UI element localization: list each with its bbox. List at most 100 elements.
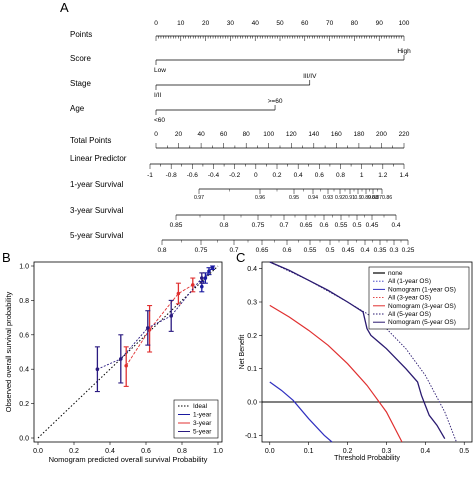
points-tick-label: 40 — [252, 20, 260, 27]
y-tick-label: 0.0 — [19, 436, 29, 443]
survival-tick-label: 0.6 — [282, 247, 291, 254]
survival-tick-label: 0.89 — [361, 195, 371, 201]
row-label-survival-8: 5-year Survival — [70, 231, 124, 240]
y-tick-label: 0.1 — [247, 366, 257, 373]
total-points-tick-label: 140 — [308, 131, 319, 138]
linear-predictor-tick-label: 0 — [254, 172, 258, 179]
points-tick-label: 90 — [376, 20, 384, 27]
points-tick-label: 30 — [227, 20, 235, 27]
linear-predictor-tick-label: 0.8 — [336, 172, 345, 179]
linear-predictor-tick-label: -0.4 — [208, 172, 220, 179]
survival-tick-label: 0.6 — [319, 222, 328, 229]
legend-label: All (3-year OS) — [388, 295, 431, 302]
legend-label: 1-year — [193, 412, 212, 419]
points-tick-label: 60 — [301, 20, 309, 27]
points-tick-label: 80 — [351, 20, 359, 27]
total-points-tick-label: 160 — [331, 131, 342, 138]
data-point-5-year — [146, 326, 150, 330]
panel-letter-c: C — [236, 250, 245, 265]
total-points-tick-label: 0 — [154, 131, 158, 138]
y-tick-label: 0.6 — [19, 332, 29, 339]
y-tick-label: 0.8 — [19, 298, 29, 305]
total-points-tick-label: 120 — [286, 131, 297, 138]
survival-tick-label: 0.5 — [325, 247, 334, 254]
x-axis-label: Threshold Probability — [334, 455, 400, 462]
survival-tick-label: 0.93 — [323, 195, 333, 201]
y-tick-label: 1.0 — [19, 264, 29, 271]
y-tick-label: 0.2 — [247, 333, 257, 340]
curve-nomogram-3-year-os- — [269, 304, 403, 443]
survival-tick-label: 0.25 — [402, 247, 415, 254]
survival-tick-label: 0.75 — [252, 222, 265, 229]
stage-end-label: III/IV — [303, 73, 317, 80]
linear-predictor-tick-label: -1 — [147, 172, 153, 179]
survival-tick-label: 0.45 — [366, 222, 379, 229]
row-label-score: Score — [70, 54, 91, 63]
data-point-3-year — [124, 363, 128, 368]
survival-tick-label: 0.35 — [374, 247, 387, 254]
y-tick-label: 0.3 — [247, 300, 257, 307]
total-points-tick-label: 40 — [197, 131, 205, 138]
plot-frame — [33, 261, 223, 443]
total-points-tick-label: 100 — [263, 131, 274, 138]
x-tick-label: 1.0 — [213, 448, 223, 455]
row-label-stage: Stage — [70, 79, 91, 88]
data-point-5-year — [200, 276, 204, 280]
survival-tick-label: 0.92 — [335, 195, 345, 201]
x-tick-label: 0.3 — [382, 448, 392, 455]
panel-letter-b: B — [2, 250, 11, 265]
legend-label: Nomogram (5-year OS) — [388, 319, 456, 326]
y-tick-label: 0.2 — [19, 401, 29, 408]
linear-predictor-tick-label: -0.8 — [166, 172, 178, 179]
linear-predictor-tick-label: 1.2 — [378, 172, 387, 179]
data-point-3-year — [191, 283, 195, 287]
data-point-1-year — [210, 265, 215, 270]
survival-tick-label: 0.45 — [342, 247, 355, 254]
survival-tick-label: 0.870.86 — [372, 195, 392, 201]
age-start-label: <60 — [154, 117, 165, 124]
x-tick-label: 0.0 — [265, 448, 275, 455]
x-tick-label: 0.2 — [69, 448, 79, 455]
survival-tick-label: 0.91 — [345, 195, 355, 201]
legend-label: All (5-year OS) — [388, 311, 431, 318]
age-end-label: >=60 — [268, 98, 283, 105]
survival-tick-label: 0.5 — [352, 222, 361, 229]
legend-label: 3-year — [193, 420, 212, 427]
linear-predictor-tick-label: -0.2 — [229, 172, 241, 179]
legend-label: Nomogram (3-year OS) — [388, 303, 456, 310]
calibration-plot: 0.0 0.0 0.2 0.2 0.4 0.4 0.6 0.6 0.8 0.8 1.0 1.0 Nomo… — [4, 261, 223, 464]
survival-tick-label: 0.85 — [170, 222, 183, 229]
x-axis-label: Nomogram predicted overall survival Prob… — [49, 455, 208, 464]
points-tick-label: 50 — [276, 20, 284, 27]
legend-box — [368, 266, 470, 330]
score-start-label: Low — [154, 67, 166, 74]
survival-tick-label: 0.4 — [360, 247, 369, 254]
survival-tick-label: 0.8 — [219, 222, 228, 229]
x-tick-label: 0.6 — [141, 448, 151, 455]
data-point-1-year — [200, 284, 204, 289]
linear-predictor-tick-label: 0.6 — [315, 172, 324, 179]
x-tick-label: 0.2 — [343, 448, 353, 455]
x-tick-label: 0.5 — [459, 448, 469, 455]
survival-tick-label: 0.65 — [256, 247, 269, 254]
survival-tick-label: 0.9 — [354, 195, 361, 201]
legend-label: Ideal — [193, 403, 208, 410]
y-axis-label: Observed overall survival probability — [4, 292, 13, 413]
row-label-age: Age — [70, 104, 85, 113]
curve-nomogram-1-year-os- — [269, 381, 333, 443]
row-label-linear-predictor: Linear Predictor — [70, 154, 127, 163]
survival-tick-label: 0.65 — [300, 222, 313, 229]
survival-tick-label: 0.88 — [368, 195, 378, 201]
y-axis-label: Net Benefit — [239, 335, 246, 370]
survival-tick-label: 0.3 — [389, 247, 398, 254]
linear-predictor-tick-label: 1 — [360, 172, 364, 179]
survival-tick-label: 0.55 — [335, 222, 348, 229]
survival-tick-label: 0.7 — [279, 222, 288, 229]
points-tick-label: 0 — [154, 20, 158, 27]
y-tick-label: -0.1 — [245, 433, 257, 440]
points-tick-label: 70 — [326, 20, 334, 27]
row-label-survival-6: 1-year Survival — [70, 180, 124, 189]
survival-tick-label: 0.7 — [229, 247, 238, 254]
